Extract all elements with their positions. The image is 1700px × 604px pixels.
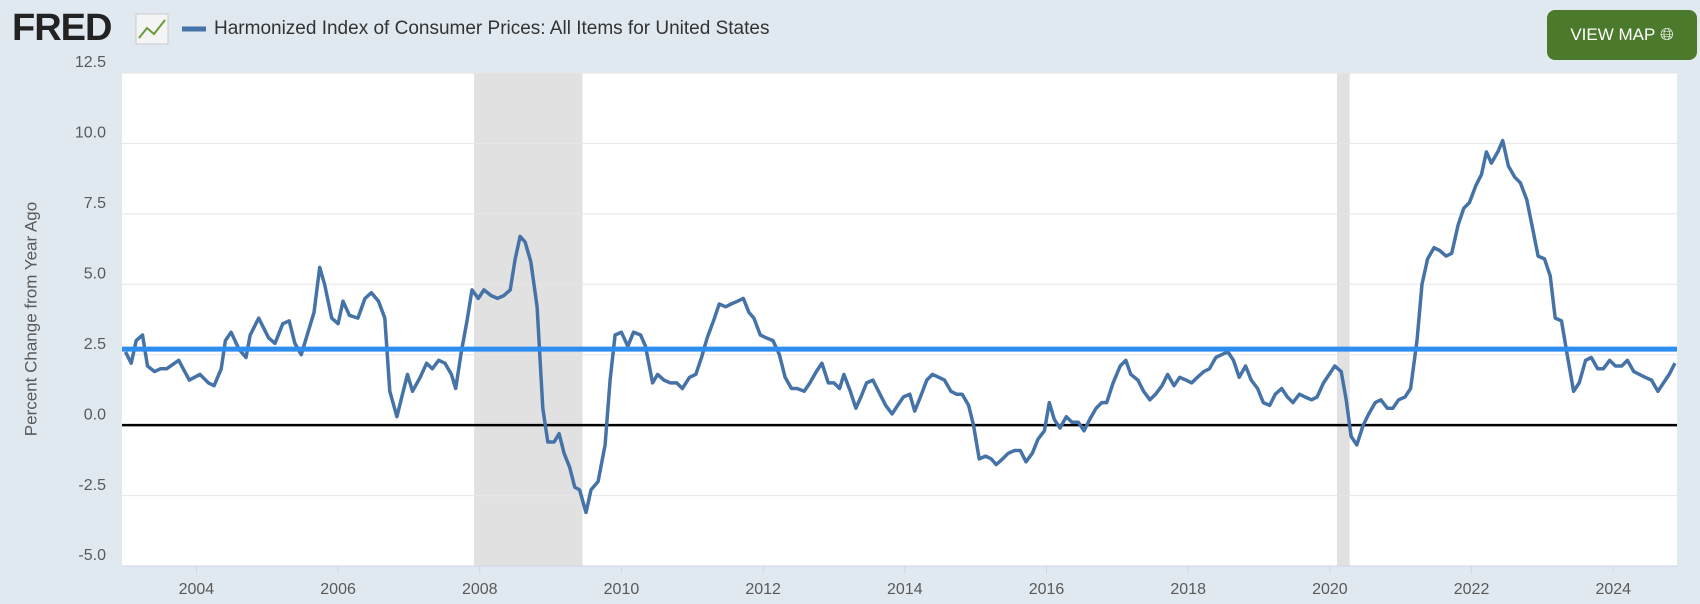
legend-label: Harmonized Index of Consumer Prices: All… bbox=[214, 18, 769, 39]
logo-icon bbox=[135, 13, 169, 45]
x-tick-label: 2024 bbox=[1595, 581, 1631, 598]
logo: FRED bbox=[12, 7, 111, 49]
y-tick-label: 2.5 bbox=[84, 336, 106, 353]
logo-icon-line bbox=[138, 19, 166, 39]
x-tick-label: 2004 bbox=[179, 581, 215, 598]
recession-shade bbox=[474, 73, 583, 566]
y-tick-label: 12.5 bbox=[75, 54, 106, 71]
y-tick-label: 7.5 bbox=[84, 195, 106, 212]
view-map-button[interactable]: VIEW MAP 🌐︎ bbox=[1547, 10, 1697, 60]
series-line bbox=[123, 138, 1677, 515]
x-tick-label: 2020 bbox=[1312, 581, 1348, 598]
x-tick-label: 2012 bbox=[745, 581, 781, 598]
y-tick-label: -5.0 bbox=[78, 547, 106, 564]
plot-area bbox=[122, 73, 1677, 566]
x-tick-label: 2014 bbox=[887, 581, 923, 598]
x-tick-label: 2022 bbox=[1454, 581, 1490, 598]
x-tick-label: 2016 bbox=[1029, 581, 1065, 598]
y-axis-label: Percent Change from Year Ago bbox=[21, 202, 40, 436]
button-label: VIEW MAP bbox=[1570, 25, 1656, 44]
x-tick-label: 2006 bbox=[320, 581, 356, 598]
y-tick-label: 5.0 bbox=[84, 266, 106, 283]
y-tick-label: 10.0 bbox=[75, 125, 106, 142]
x-tick-label: 2008 bbox=[462, 581, 498, 598]
recession-shade bbox=[1336, 73, 1350, 566]
y-tick-label: -2.5 bbox=[78, 477, 106, 494]
x-tick-label: 2010 bbox=[604, 581, 640, 598]
x-tick-label: 2018 bbox=[1170, 581, 1206, 598]
y-tick-label: 0.0 bbox=[84, 406, 106, 423]
